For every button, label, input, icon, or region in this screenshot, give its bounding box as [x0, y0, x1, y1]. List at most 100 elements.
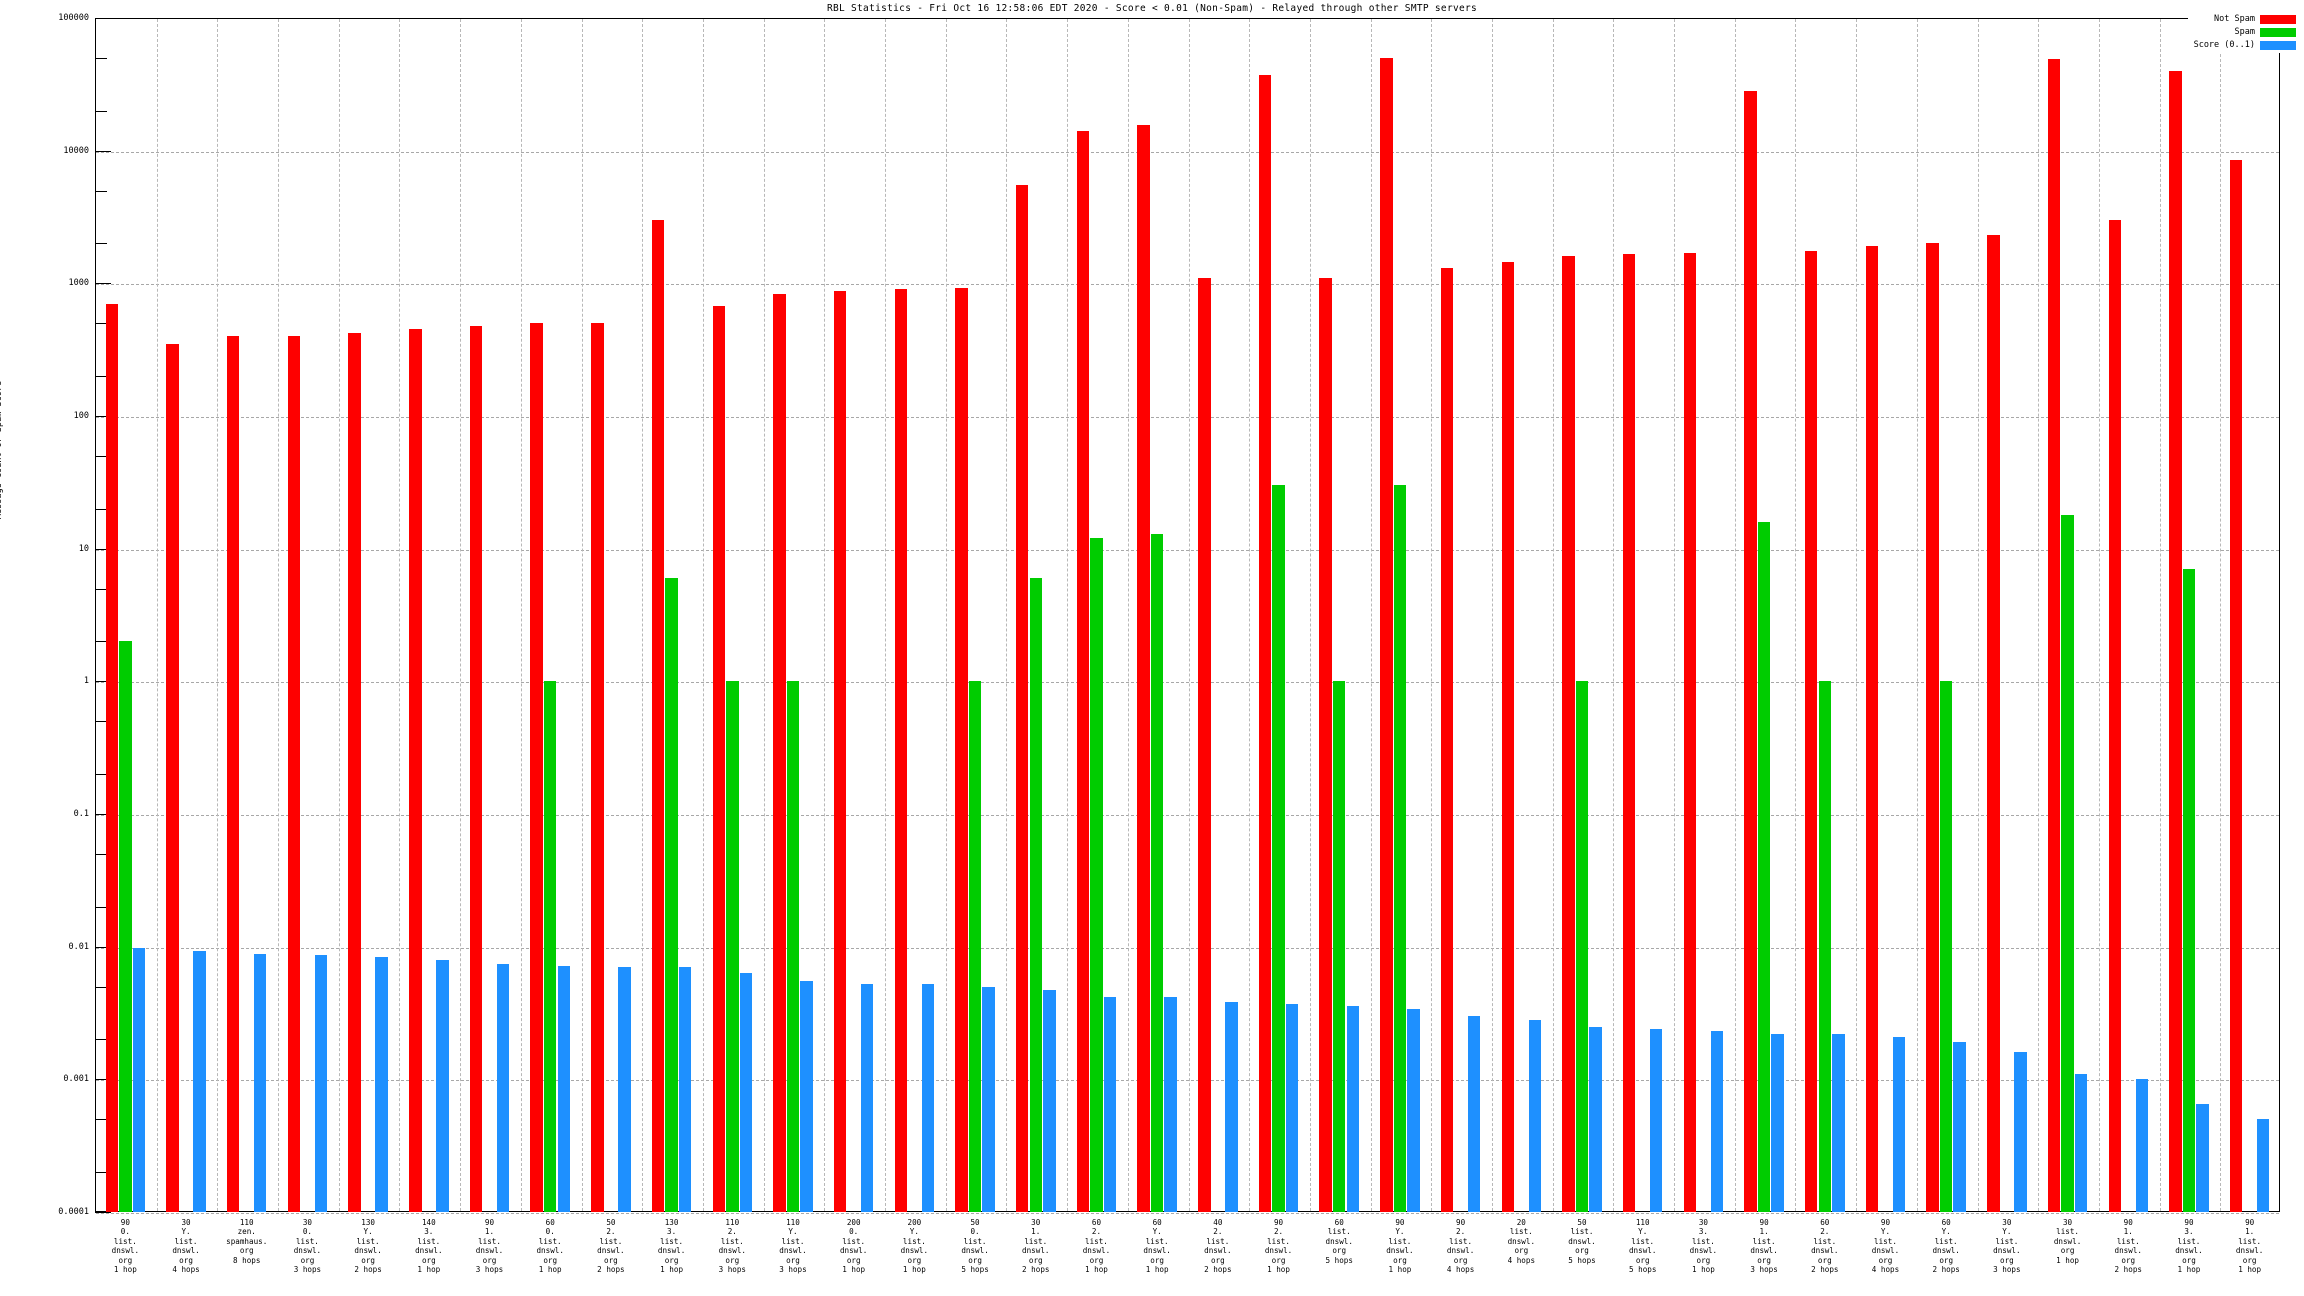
bar-not-spam[interactable] — [1137, 125, 1150, 1212]
bar-group[interactable] — [955, 18, 995, 1212]
bar-score-0-1[interactable] — [1285, 1003, 1299, 1212]
bar-not-spam[interactable] — [166, 343, 179, 1212]
bar-score-0-1[interactable] — [1407, 1008, 1420, 1212]
bar-not-spam[interactable] — [1440, 268, 1454, 1212]
bar-score-0-1[interactable] — [1043, 990, 1056, 1212]
bar-not-spam[interactable] — [1987, 235, 2000, 1212]
bar-score-0-1[interactable] — [1225, 1002, 1238, 1212]
bar-score-0-1[interactable] — [800, 981, 813, 1212]
bar-group[interactable] — [409, 18, 449, 1212]
bar-spam[interactable] — [1090, 538, 1103, 1212]
bar-spam[interactable] — [1818, 681, 1831, 1212]
bar-not-spam[interactable] — [1805, 251, 1818, 1212]
bar-group[interactable] — [1683, 18, 1724, 1212]
bar-not-spam[interactable] — [1258, 75, 1272, 1212]
bar-group[interactable] — [1562, 18, 1602, 1212]
bar-score-0-1[interactable] — [1589, 1026, 1602, 1212]
bar-not-spam[interactable] — [2108, 220, 2121, 1212]
bar-group[interactable] — [226, 18, 267, 1212]
bar-not-spam[interactable] — [894, 289, 908, 1212]
bar-group[interactable] — [1258, 18, 1299, 1212]
bar-not-spam[interactable] — [1319, 277, 1332, 1212]
bar-spam[interactable] — [665, 578, 678, 1212]
bar-not-spam[interactable] — [1380, 57, 1393, 1212]
bar-group[interactable] — [2169, 18, 2209, 1212]
bar-score-0-1[interactable] — [2196, 1104, 2209, 1212]
bar-not-spam[interactable] — [2047, 59, 2061, 1212]
bar-score-0-1[interactable] — [1892, 1036, 1906, 1212]
bar-score-0-1[interactable] — [314, 954, 328, 1212]
bar-spam[interactable] — [1393, 485, 1407, 1212]
bar-not-spam[interactable] — [1501, 261, 1514, 1212]
bar-score-0-1[interactable] — [2014, 1052, 2027, 1212]
bar-not-spam[interactable] — [591, 323, 604, 1212]
bar-score-0-1[interactable] — [1346, 1005, 1359, 1212]
bar-not-spam[interactable] — [1016, 185, 1029, 1212]
bar-group[interactable] — [1926, 18, 1966, 1212]
bar-not-spam[interactable] — [773, 294, 786, 1212]
bar-spam[interactable] — [1029, 578, 1042, 1212]
bar-not-spam[interactable] — [1926, 243, 1939, 1212]
bar-group[interactable] — [894, 18, 935, 1212]
bar-score-0-1[interactable] — [1650, 1028, 1663, 1212]
bar-group[interactable] — [1865, 18, 1906, 1212]
bar-spam[interactable] — [119, 641, 132, 1212]
bar-not-spam[interactable] — [469, 325, 483, 1212]
bar-score-0-1[interactable] — [1467, 1016, 1481, 1212]
bar-score-0-1[interactable] — [132, 947, 146, 1212]
bar-not-spam[interactable] — [1076, 131, 1090, 1212]
bar-not-spam[interactable] — [1198, 277, 1211, 1212]
bar-score-0-1[interactable] — [618, 967, 631, 1212]
bar-group[interactable] — [833, 18, 874, 1212]
bar-score-0-1[interactable] — [860, 984, 874, 1212]
bar-not-spam[interactable] — [1683, 252, 1697, 1212]
bar-not-spam[interactable] — [833, 290, 847, 1212]
bar-not-spam[interactable] — [226, 336, 240, 1212]
bar-score-0-1[interactable] — [921, 984, 935, 1212]
bar-score-0-1[interactable] — [982, 986, 995, 1212]
bar-spam[interactable] — [1272, 485, 1285, 1212]
bar-score-0-1[interactable] — [557, 965, 570, 1212]
bar-group[interactable] — [469, 18, 510, 1212]
bar-not-spam[interactable] — [287, 336, 301, 1212]
bar-not-spam[interactable] — [1865, 246, 1879, 1212]
bar-score-0-1[interactable] — [254, 954, 267, 1212]
bar-group[interactable] — [1380, 18, 1420, 1212]
bar-not-spam[interactable] — [2169, 70, 2182, 1212]
bar-spam[interactable] — [1575, 681, 1589, 1212]
bar-score-0-1[interactable] — [496, 964, 510, 1212]
bar-group[interactable] — [1198, 18, 1238, 1212]
bar-spam[interactable] — [2061, 514, 2074, 1212]
bar-group[interactable] — [2108, 18, 2148, 1212]
bar-not-spam[interactable] — [1622, 254, 1636, 1212]
bar-score-0-1[interactable] — [1771, 1033, 1784, 1212]
bar-score-0-1[interactable] — [1164, 996, 1177, 1212]
legend-item[interactable]: Not Spam — [2214, 14, 2296, 24]
bar-group[interactable] — [1137, 18, 1177, 1212]
bar-group[interactable] — [2229, 18, 2270, 1212]
bar-group[interactable] — [591, 18, 631, 1212]
bar-score-0-1[interactable] — [2135, 1079, 2148, 1212]
bar-score-0-1[interactable] — [2074, 1073, 2088, 1212]
bar-not-spam[interactable] — [105, 303, 119, 1212]
bar-group[interactable] — [1076, 18, 1117, 1212]
bar-score-0-1[interactable] — [1528, 1020, 1542, 1212]
bar-not-spam[interactable] — [2229, 160, 2243, 1212]
bar-group[interactable] — [166, 18, 206, 1212]
legend-item[interactable]: Spam — [2235, 27, 2296, 37]
bar-score-0-1[interactable] — [1103, 996, 1117, 1212]
bar-group[interactable] — [530, 18, 570, 1212]
bar-not-spam[interactable] — [348, 333, 361, 1212]
bar-group[interactable] — [1016, 18, 1056, 1212]
bar-not-spam[interactable] — [651, 220, 665, 1212]
bar-group[interactable] — [1440, 18, 1481, 1212]
bar-score-0-1[interactable] — [1832, 1033, 1845, 1212]
bar-not-spam[interactable] — [1562, 256, 1575, 1212]
bar-group[interactable] — [287, 18, 328, 1212]
bar-spam[interactable] — [968, 681, 982, 1212]
bar-group[interactable] — [2047, 18, 2088, 1212]
bar-score-0-1[interactable] — [678, 967, 692, 1212]
bar-group[interactable] — [1501, 18, 1542, 1212]
bar-score-0-1[interactable] — [375, 957, 388, 1212]
bar-group[interactable] — [712, 18, 753, 1212]
